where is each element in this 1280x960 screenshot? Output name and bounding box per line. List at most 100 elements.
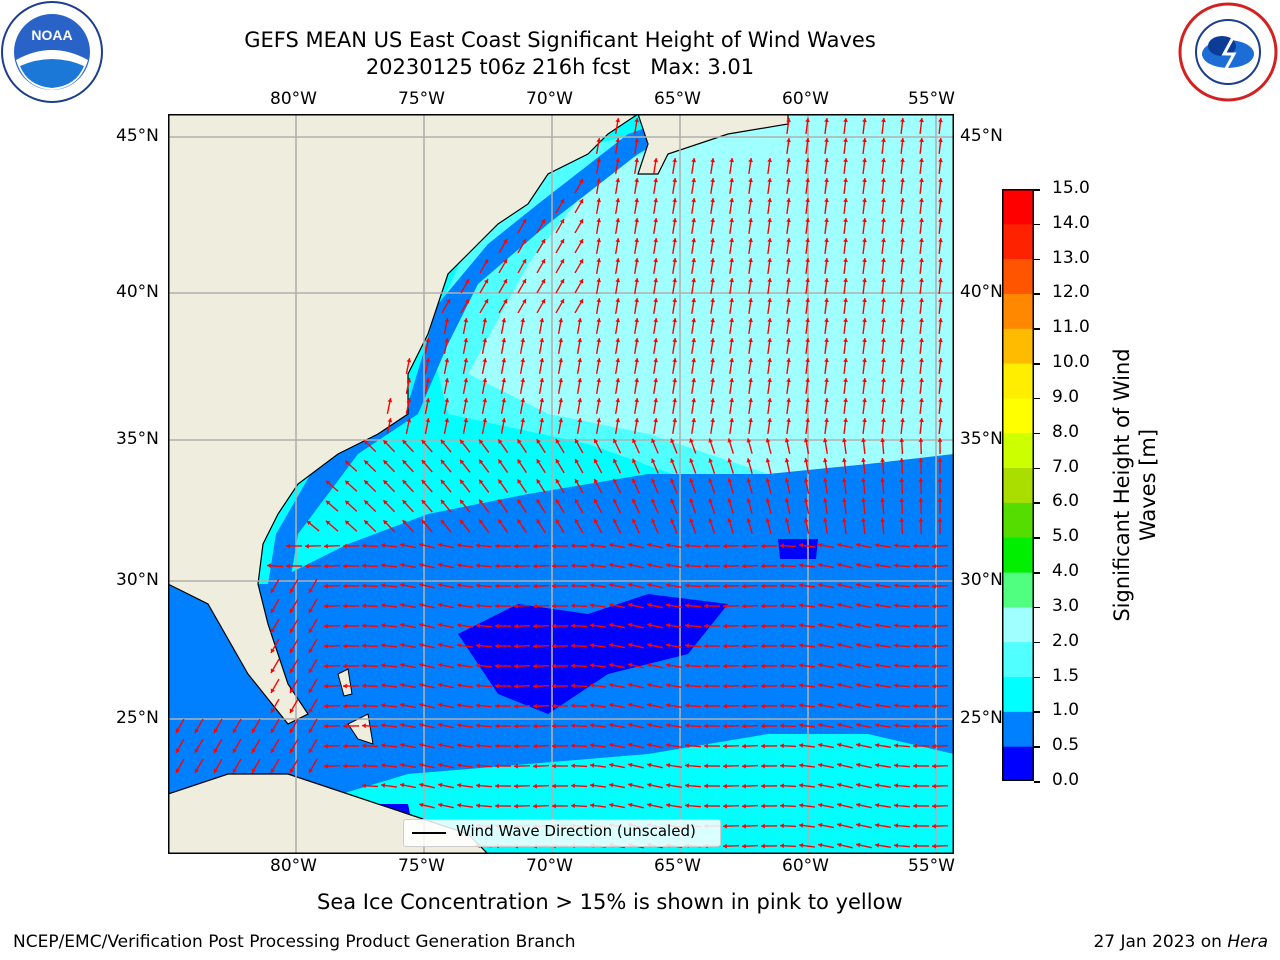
wave-arrow-head (463, 418, 469, 423)
wave-arrow-head (533, 783, 537, 789)
wave-arrow-head (672, 398, 678, 403)
wave-arrow-head (651, 498, 656, 504)
wave-arrow-head (672, 198, 678, 203)
wave-arrow-head (421, 459, 427, 465)
wave-arrow-head (727, 458, 733, 463)
wave-arrow-head (465, 279, 470, 284)
footer-date-text: 27 Jan 2023 on (1093, 932, 1222, 952)
wave-arrow-head (343, 763, 347, 769)
colorbar-tick-mark (1034, 537, 1040, 539)
wave-arrow-head (799, 663, 804, 668)
wave-arrow-head (213, 748, 218, 753)
colorbar-segment (1002, 467, 1034, 503)
wave-arrow-head (400, 562, 405, 568)
wave-arrow-head (634, 378, 640, 383)
wave-arrow-head (919, 258, 924, 263)
wave-arrow-head (406, 378, 412, 383)
colorbar-tick-label: 0.0 (1052, 770, 1080, 790)
wave-arrow-head (704, 783, 708, 789)
wave-arrow-head (632, 498, 637, 504)
wave-arrow-head (708, 438, 713, 443)
wave-arrow-head (799, 763, 804, 768)
wave-arrow-head (457, 802, 462, 808)
wave-arrow-head (666, 782, 671, 788)
wave-arrow-head (364, 520, 369, 525)
wave-arrow-head (685, 703, 690, 709)
wave-arrow-head (932, 843, 936, 849)
wave-arrow-head (861, 498, 866, 503)
wave-arrow-head (862, 218, 867, 223)
colorbar-segment (1002, 711, 1034, 747)
wave-arrow-head (881, 258, 886, 263)
colorbar-segment (1002, 258, 1034, 294)
wave-arrow-head (805, 158, 810, 163)
colorbar-segment (1002, 189, 1034, 225)
wave-arrow-head (517, 439, 522, 444)
wave-arrow-head (818, 702, 823, 708)
lon-label-bottom: 55°W (908, 856, 955, 876)
wave-arrow-head (514, 803, 518, 809)
wave-arrow-head (742, 623, 746, 629)
wave-arrow-head (647, 682, 652, 688)
wave-arrow-head (918, 458, 924, 462)
wave-arrow-head (482, 318, 488, 323)
wave-arrow-head (440, 519, 446, 525)
wave-arrow-head (476, 643, 481, 649)
wave-arrow-head (634, 238, 640, 243)
wave-arrow-head (653, 418, 659, 423)
wave-arrow-head (862, 398, 867, 403)
wave-arrow-head (514, 563, 518, 569)
wave-arrow-head (894, 603, 899, 609)
wave-arrow-head (343, 583, 347, 589)
wave-arrow-head (786, 358, 791, 363)
wave-arrow-head (894, 783, 899, 789)
wave-arrow-head (691, 358, 697, 363)
wave-arrow-head (440, 499, 446, 505)
wave-arrow-head (900, 258, 905, 263)
wave-arrow-head (345, 520, 350, 525)
wave-arrow-head (824, 258, 829, 263)
wave-arrow-head (634, 298, 640, 303)
colorbar-segment (1002, 432, 1034, 469)
wave-arrow-head (479, 459, 484, 465)
wave-arrow-head (818, 622, 823, 628)
wave-arrow-head (748, 338, 753, 343)
wave-arrow-head (710, 238, 716, 243)
wave-arrow-head (913, 743, 917, 749)
wave-arrow-head (729, 318, 734, 323)
wave-arrow-head (647, 582, 652, 588)
wave-arrow-head (842, 518, 847, 523)
wave-arrow-head (383, 480, 388, 485)
wave-arrow-head (689, 458, 694, 463)
wave-arrow-head (596, 258, 602, 263)
wave-arrow-head (843, 258, 848, 263)
wave-arrow-head (457, 702, 462, 708)
wave-arrow-head (729, 278, 734, 283)
wave-arrow-head (438, 782, 443, 788)
wave-arrow-head (672, 178, 678, 183)
wave-arrow-head (894, 583, 899, 589)
wave-arrow-head (552, 743, 556, 749)
wave-arrow-head (918, 438, 924, 442)
wave-arrow-head (803, 458, 809, 463)
wave-arrow-head (780, 603, 784, 609)
wave-arrow-head (938, 238, 943, 243)
wave-arrow-head (476, 663, 481, 669)
wave-band-0_5m-east (778, 539, 818, 559)
wave-arrow-head (822, 458, 828, 463)
wave-arrow-head (919, 158, 924, 163)
wave-arrow-head (381, 563, 386, 568)
wave-arrow-head (919, 398, 924, 403)
wave-arrow-head (786, 238, 791, 243)
wave-arrow-head (495, 603, 499, 609)
wave-arrow-head (729, 178, 734, 183)
wave-arrow-head (780, 583, 784, 589)
wave-arrow-head (913, 803, 917, 809)
wave-arrow-head (672, 258, 678, 263)
wave-arrow-head (805, 138, 810, 143)
wave-arrow-head (932, 603, 936, 609)
wave-arrow-head (932, 823, 936, 829)
wave-arrow-head (746, 518, 752, 523)
wave-arrow-head (894, 703, 899, 709)
wave-arrow-head (780, 623, 784, 629)
